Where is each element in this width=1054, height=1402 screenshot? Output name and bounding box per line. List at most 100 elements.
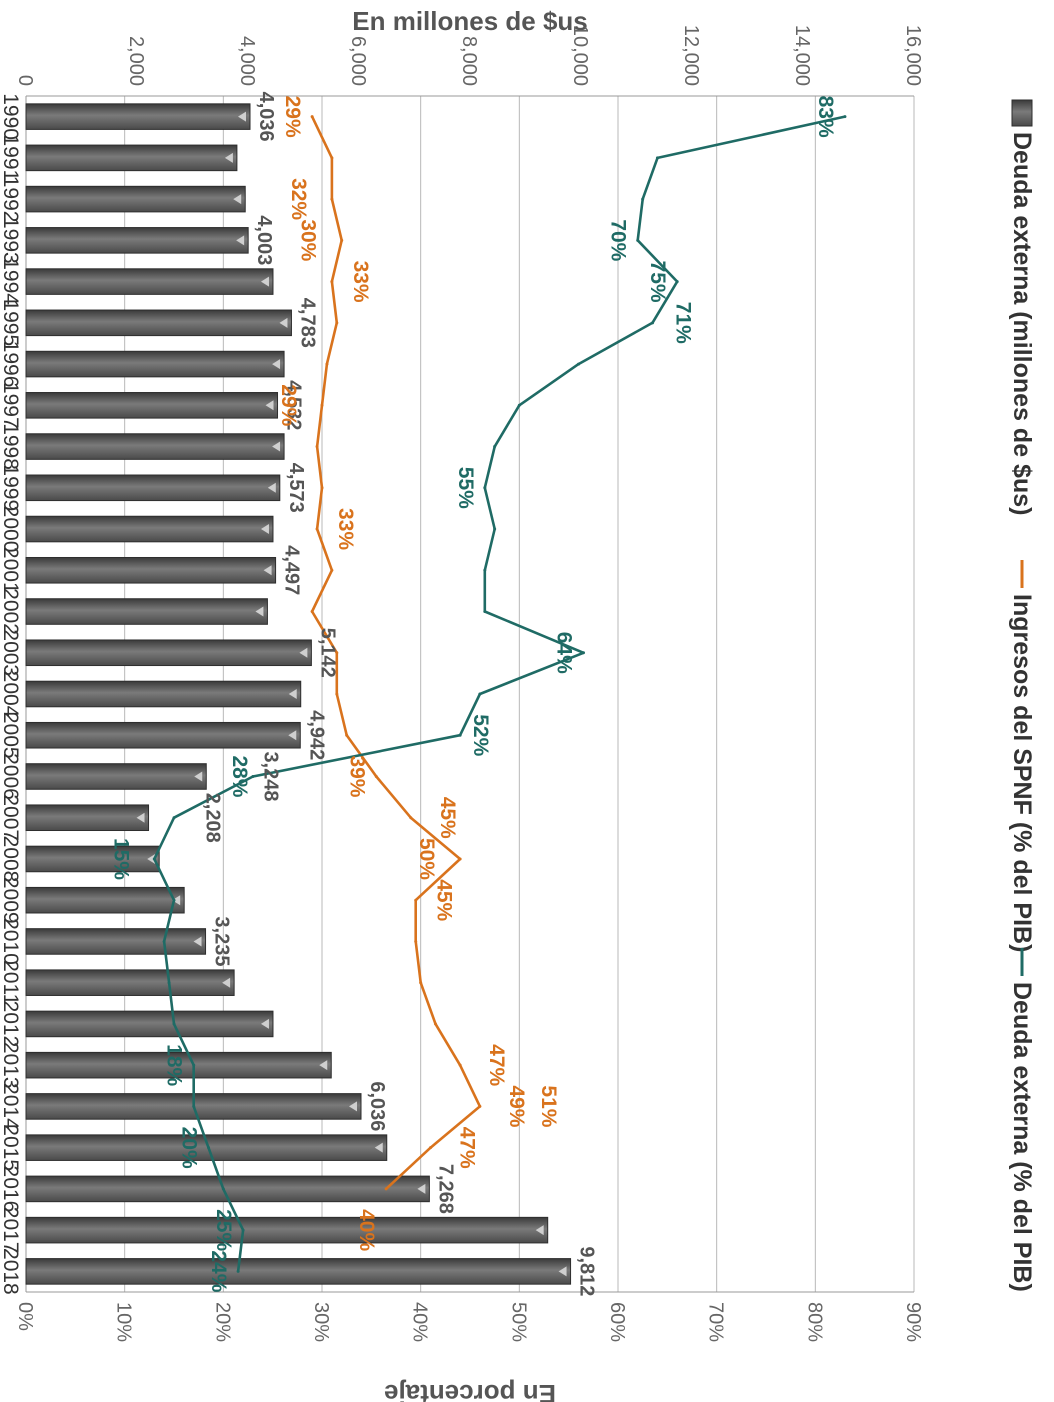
bar-deuda-externa: [25, 433, 285, 460]
x-tick-label: 1994: [0, 258, 22, 305]
bar-cap-marker: [260, 276, 269, 287]
bar-cap-marker: [417, 1183, 426, 1194]
point-ingresos-spnf: [335, 321, 339, 325]
bar-cap-marker: [172, 895, 181, 906]
bar-cap-marker: [255, 606, 264, 617]
point-deuda-pib: [577, 362, 581, 366]
bar-deuda-externa: [25, 144, 238, 172]
data-label-ingresos: 32%: [287, 178, 310, 220]
data-label-ingresos: 45%: [433, 879, 456, 921]
point-ingresos-spnf: [330, 197, 334, 201]
point-deuda-pib: [172, 1022, 176, 1026]
x-tick-label: 2001: [0, 547, 22, 594]
x-tick-label: 2018: [0, 1248, 22, 1295]
point-deuda-pib: [478, 692, 482, 696]
x-tick-label: 1999: [0, 464, 22, 511]
point-ingresos-spnf: [409, 816, 413, 820]
data-label-deuda-millones: 3,248: [259, 751, 281, 801]
bar-cap-marker: [194, 771, 203, 782]
x-tick-label: 1992: [0, 176, 22, 223]
point-deuda-pib: [207, 1146, 211, 1150]
bar-cap-marker: [288, 689, 297, 699]
point-ingresos-spnf: [315, 445, 319, 449]
point-ingresos-spnf: [320, 403, 324, 407]
y-left-tick-label: 12,000: [680, 25, 702, 86]
bar-deuda-externa: [25, 1051, 332, 1079]
point-deuda-pib: [483, 610, 487, 614]
data-label-deuda-pib: 25%: [212, 1209, 235, 1251]
data-label-deuda-millones: 4,036: [255, 92, 277, 142]
point-ingresos-spnf: [345, 733, 349, 737]
point-ingresos-spnf: [330, 156, 334, 160]
y-right-tick-label: 30%: [310, 1302, 332, 1342]
legend: Deuda externa (millones de $us) Ingresos…: [1008, 99, 1036, 1292]
bar-cap-marker: [348, 1101, 357, 1112]
y-right-tick-label: 80%: [803, 1302, 825, 1342]
y-right-tick-label: 50%: [507, 1302, 529, 1342]
bar-deuda-externa: [25, 474, 281, 502]
x-tick-label: 2013: [0, 1042, 22, 1089]
data-label-ingresos: 39%: [345, 755, 368, 797]
point-ingresos-spnf: [429, 1146, 433, 1150]
y-left-tick-label: 0: [14, 75, 36, 86]
x-tick-label: 1997: [0, 382, 22, 429]
point-deuda-pib: [843, 115, 847, 119]
data-label-deuda-pib: 24%: [207, 1250, 230, 1292]
data-label-deuda-pib: 28%: [228, 755, 251, 797]
y-left-tick-label: 4,000: [236, 36, 258, 86]
x-tick-label: 1990: [0, 93, 22, 140]
x-tick-label: 2003: [0, 629, 22, 676]
data-label-deuda-pib: 70%: [607, 219, 630, 261]
point-deuda-pib: [493, 527, 497, 531]
bar-deuda-externa: [25, 227, 249, 254]
point-ingresos-spnf: [320, 486, 324, 490]
bar-cap-marker: [224, 152, 233, 163]
bar-deuda-externa: [25, 185, 246, 213]
bar-cap-marker: [319, 1060, 328, 1071]
point-ingresos-spnf: [458, 857, 462, 861]
data-label-deuda-millones: 2,208: [202, 793, 224, 843]
y-left-tick-label: 14,000: [791, 25, 813, 86]
bar-cap-marker: [147, 853, 156, 864]
bar-deuda-externa: [25, 928, 207, 955]
y-right-tick-label: 20%: [211, 1302, 233, 1342]
point-deuda-pib: [236, 1269, 240, 1273]
x-tick-label: 2002: [0, 588, 22, 635]
x-tick-label: 2016: [0, 1166, 22, 1213]
point-ingresos-spnf: [325, 362, 329, 366]
data-label-deuda-millones: 4,532: [283, 380, 305, 430]
data-label-ingresos: 29%: [277, 384, 300, 426]
bar-deuda-externa: [25, 1175, 430, 1203]
bar-cap-marker: [136, 812, 145, 823]
bar-cap-marker: [374, 1142, 383, 1153]
x-tick-label: 2012: [0, 1001, 22, 1048]
bar-deuda-externa: [25, 103, 251, 130]
point-deuda-pib: [172, 898, 176, 902]
y-left-tick-label: 8,000: [458, 36, 480, 86]
point-ingresos-spnf: [414, 898, 418, 902]
y-left-tick-label: 2,000: [125, 36, 147, 86]
x-tick-label: 2006: [0, 753, 22, 800]
point-deuda-pib: [162, 939, 166, 943]
point-ingresos-spnf: [374, 774, 378, 778]
point-ingresos-spnf: [335, 692, 339, 696]
point-ingresos-spnf: [310, 115, 314, 119]
bar-deuda-externa: [25, 392, 279, 419]
point-deuda-pib: [636, 238, 640, 242]
x-tick-label: 1995: [0, 299, 22, 346]
data-label-ingresos: 47%: [485, 1044, 508, 1086]
bar-cap-marker: [260, 524, 269, 535]
bar-cap-marker: [272, 359, 281, 370]
bar-cap-marker: [267, 482, 276, 493]
bar-cap-marker: [260, 1018, 269, 1029]
data-label-deuda-millones: 4,942: [305, 710, 327, 760]
bar-deuda-externa: [25, 1216, 549, 1244]
data-label-ingresos: 50%: [415, 838, 438, 880]
y-right-tick-label: 0%: [14, 1302, 36, 1331]
bar-deuda-externa: [25, 350, 285, 378]
point-deuda-pib: [675, 280, 679, 284]
point-deuda-pib: [152, 857, 156, 861]
x-tick-label: 1996: [0, 341, 22, 388]
